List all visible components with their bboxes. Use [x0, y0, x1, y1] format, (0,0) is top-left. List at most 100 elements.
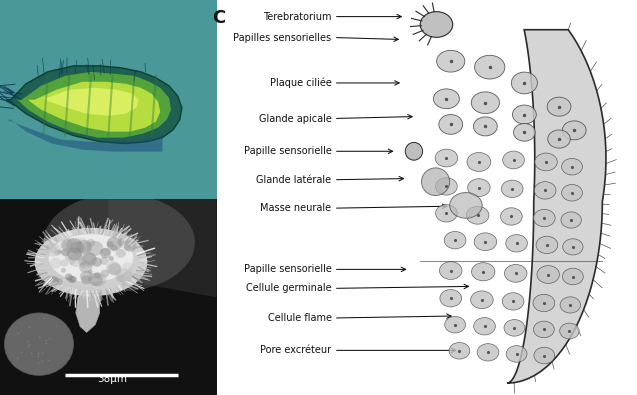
Text: Pore excréteur: Pore excréteur [261, 345, 332, 356]
Circle shape [78, 242, 92, 255]
Circle shape [4, 313, 74, 375]
Ellipse shape [436, 178, 457, 195]
Ellipse shape [547, 97, 571, 116]
Circle shape [65, 273, 73, 280]
Ellipse shape [562, 239, 583, 255]
Circle shape [117, 239, 124, 246]
Circle shape [101, 270, 110, 277]
Ellipse shape [506, 235, 527, 252]
Circle shape [106, 241, 113, 247]
Circle shape [61, 268, 66, 273]
Ellipse shape [466, 206, 489, 224]
Circle shape [67, 275, 75, 283]
Text: 38μm: 38μm [97, 374, 127, 384]
Circle shape [108, 256, 114, 261]
Text: Papilles sensorielles: Papilles sensorielles [234, 32, 332, 43]
Ellipse shape [503, 293, 524, 310]
Circle shape [94, 273, 101, 278]
Circle shape [61, 239, 73, 250]
Ellipse shape [467, 152, 491, 171]
Text: Glande latérale: Glande latérale [257, 175, 332, 185]
Circle shape [66, 238, 83, 253]
Ellipse shape [468, 179, 490, 196]
Circle shape [115, 268, 132, 283]
Circle shape [67, 247, 82, 261]
Ellipse shape [405, 143, 422, 160]
Ellipse shape [440, 290, 462, 307]
Ellipse shape [444, 231, 466, 249]
Ellipse shape [474, 233, 497, 251]
Circle shape [99, 257, 108, 265]
Ellipse shape [450, 193, 482, 218]
Ellipse shape [562, 268, 583, 285]
Ellipse shape [534, 182, 556, 199]
Circle shape [55, 278, 63, 285]
Ellipse shape [436, 51, 465, 72]
Ellipse shape [537, 266, 559, 284]
Circle shape [101, 248, 110, 256]
Ellipse shape [533, 294, 555, 312]
Circle shape [108, 263, 122, 275]
Circle shape [89, 259, 96, 265]
Ellipse shape [433, 89, 459, 109]
Ellipse shape [420, 12, 453, 37]
Ellipse shape [34, 228, 147, 296]
Circle shape [90, 273, 106, 286]
Circle shape [78, 258, 87, 265]
Ellipse shape [534, 347, 555, 364]
Text: Papille sensorielle: Papille sensorielle [244, 264, 332, 275]
Ellipse shape [503, 151, 524, 169]
Ellipse shape [471, 291, 493, 309]
Circle shape [124, 240, 136, 252]
Ellipse shape [43, 194, 195, 292]
Circle shape [124, 246, 130, 251]
Circle shape [106, 261, 120, 275]
Ellipse shape [562, 158, 582, 175]
Text: Masse neurale: Masse neurale [261, 203, 332, 213]
Circle shape [61, 260, 68, 267]
Ellipse shape [504, 320, 525, 336]
Ellipse shape [48, 234, 133, 282]
Circle shape [45, 242, 61, 257]
Polygon shape [17, 72, 171, 137]
Ellipse shape [473, 117, 497, 136]
Ellipse shape [422, 168, 450, 196]
Ellipse shape [560, 323, 579, 339]
Ellipse shape [548, 130, 570, 148]
Ellipse shape [449, 342, 470, 359]
Circle shape [80, 263, 85, 268]
Circle shape [81, 275, 91, 284]
Ellipse shape [439, 115, 462, 134]
Ellipse shape [501, 180, 523, 198]
Ellipse shape [533, 321, 554, 338]
Polygon shape [28, 82, 161, 132]
Circle shape [58, 250, 62, 254]
Ellipse shape [533, 209, 555, 227]
Circle shape [69, 259, 75, 265]
Ellipse shape [435, 149, 457, 167]
Circle shape [70, 241, 85, 254]
Circle shape [68, 253, 84, 267]
Polygon shape [6, 120, 162, 152]
Ellipse shape [513, 123, 535, 141]
Circle shape [79, 261, 92, 273]
Ellipse shape [477, 344, 499, 361]
Ellipse shape [512, 105, 536, 124]
Ellipse shape [561, 212, 582, 228]
Ellipse shape [562, 121, 586, 140]
Text: Papille sensorielle: Papille sensorielle [244, 146, 332, 156]
Circle shape [69, 276, 77, 283]
Circle shape [83, 252, 96, 265]
Circle shape [118, 234, 134, 249]
Text: Cellule flame: Cellule flame [268, 313, 332, 323]
Circle shape [81, 252, 97, 267]
Ellipse shape [562, 184, 582, 201]
Ellipse shape [505, 265, 527, 282]
Circle shape [88, 270, 93, 274]
Circle shape [76, 240, 92, 254]
Circle shape [50, 258, 62, 269]
Circle shape [116, 249, 126, 258]
Circle shape [75, 254, 83, 261]
Circle shape [62, 238, 78, 254]
Text: C: C [213, 9, 225, 27]
